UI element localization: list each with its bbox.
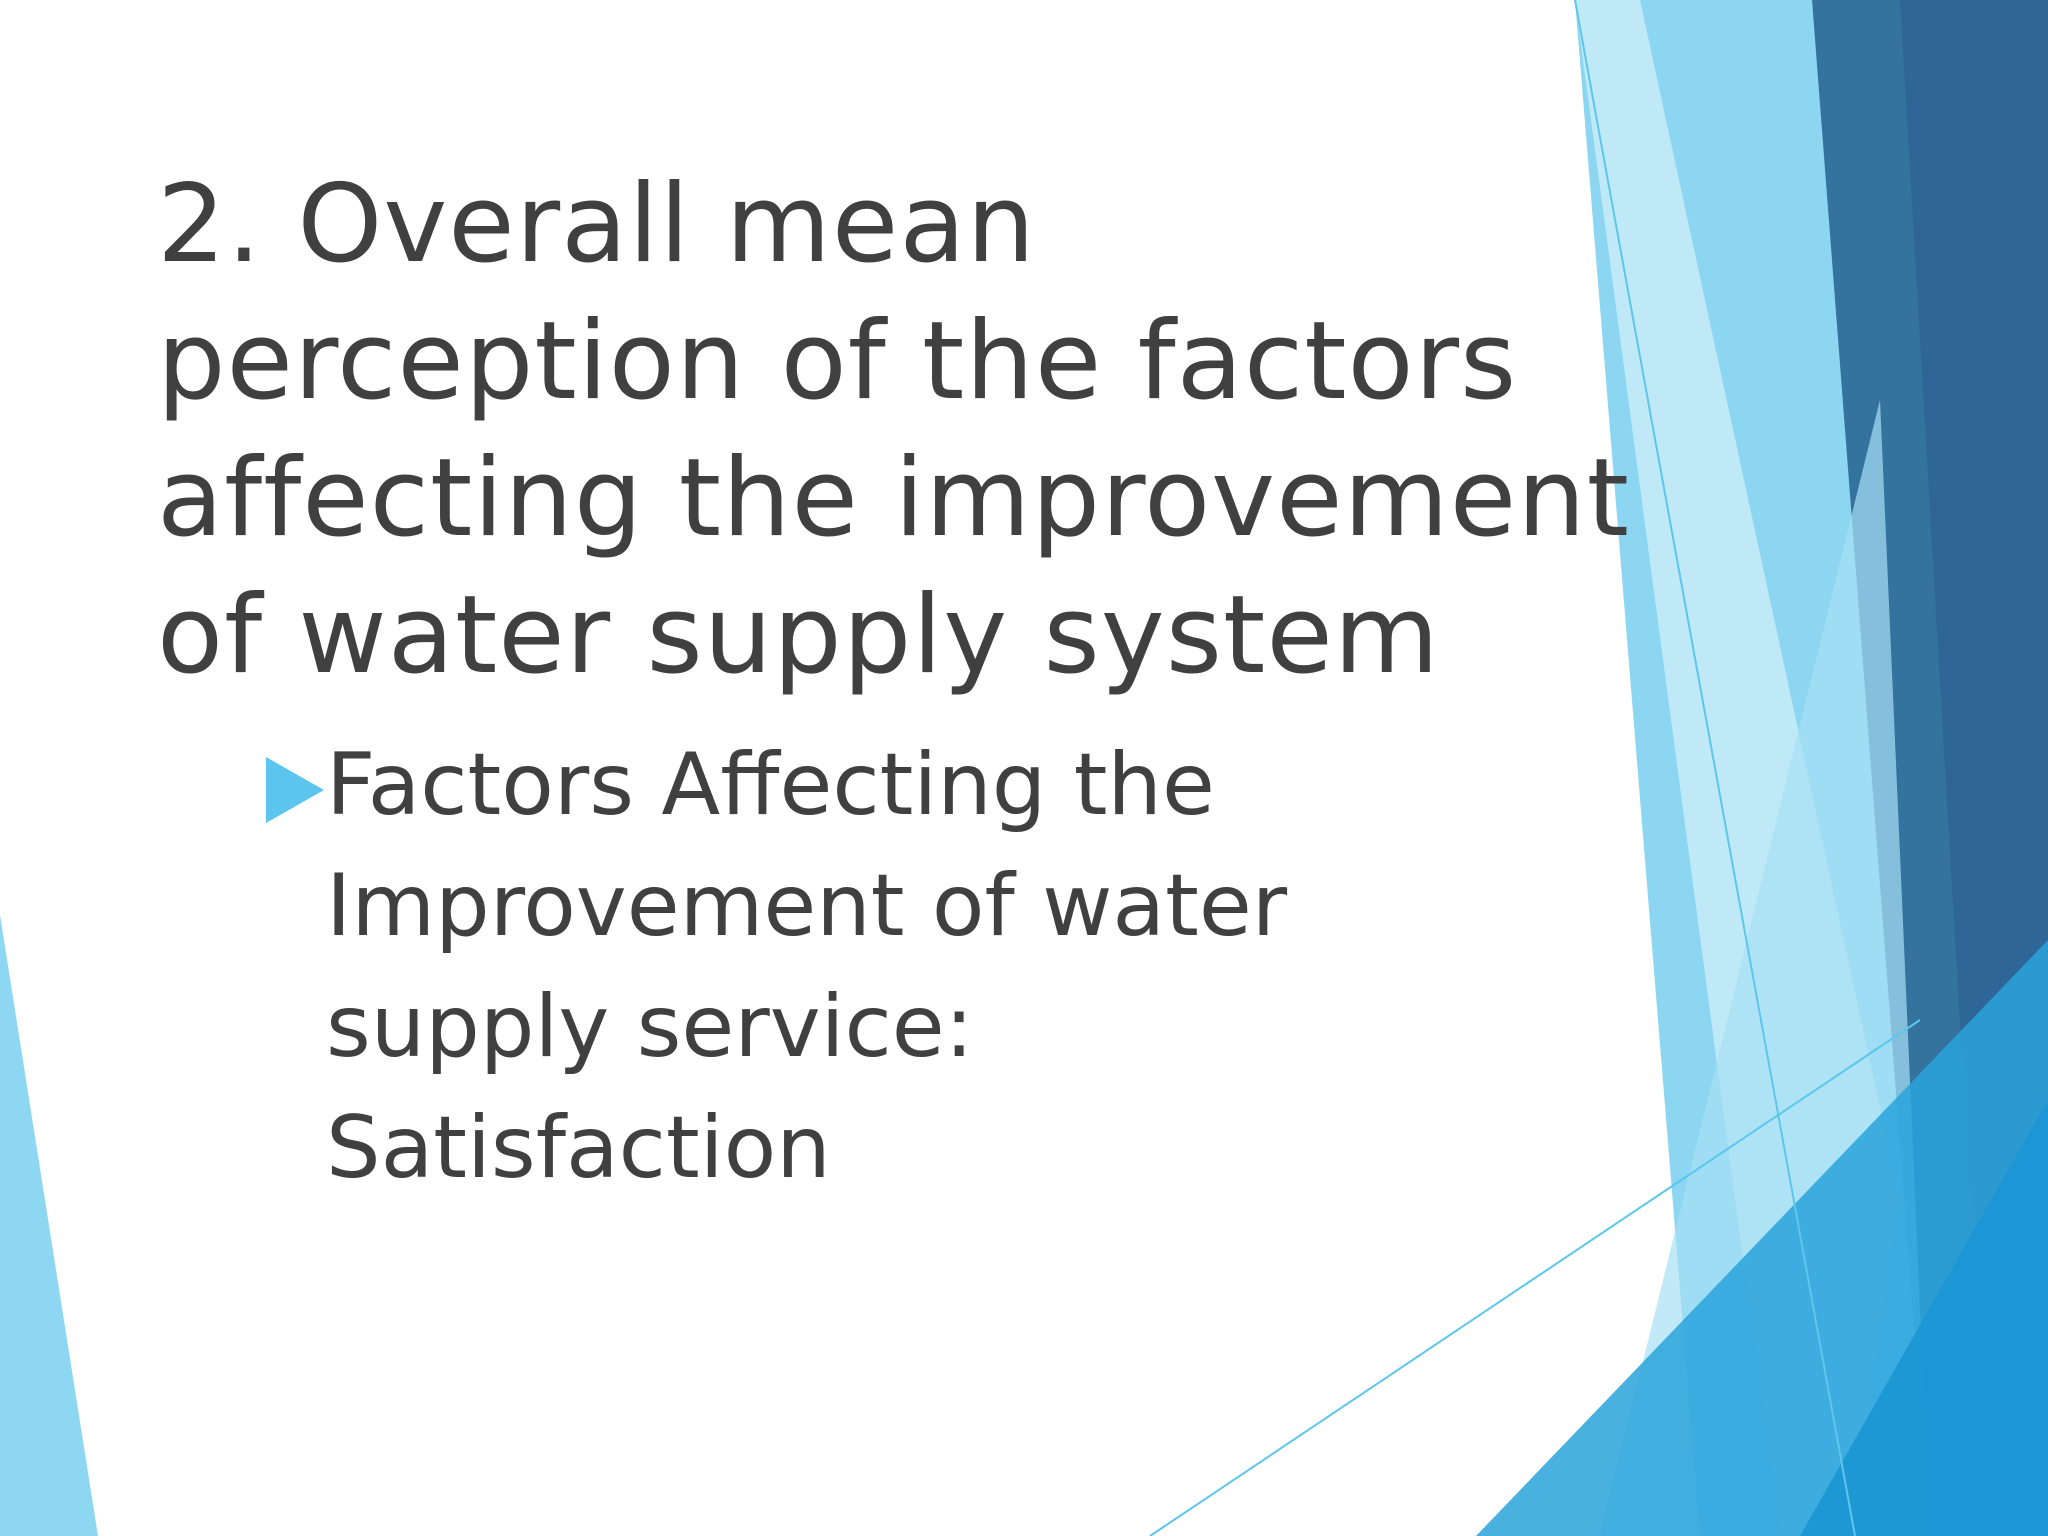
- bullet-line: supply service:: [326, 977, 974, 1077]
- title-line: affecting the improvement: [157, 436, 1630, 561]
- title-line: of water supply system: [157, 573, 1440, 698]
- bullet-line: Improvement of water: [326, 856, 1288, 956]
- title-line: perception of the factors: [157, 299, 1518, 424]
- bullet-line: Factors Affecting the: [326, 735, 1215, 835]
- bullet-line: Satisfaction: [326, 1098, 831, 1198]
- title-line: 2. Overall mean: [157, 162, 1036, 287]
- bullet-marker: [266, 757, 324, 823]
